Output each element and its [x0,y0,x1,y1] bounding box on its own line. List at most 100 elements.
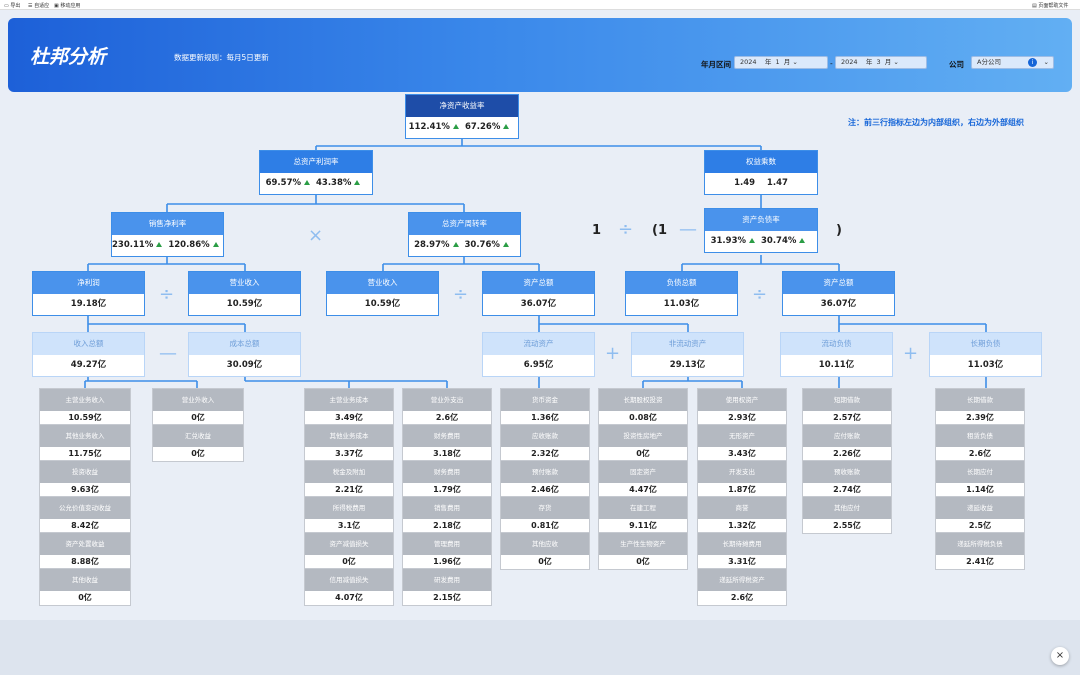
info-icon: i [1028,58,1037,67]
leaf-label: 信用减值损失 [305,569,393,591]
leaf-label: 汇兑收益 [153,425,243,447]
current-assets-box[interactable]: 流动资产 6.95亿 [482,332,595,377]
period-label: 年月区间 [701,60,731,69]
toolbar-export[interactable]: ▭ 导出 [4,3,21,9]
roe-box[interactable]: 净资产收益率 112.41% 67.26% [405,94,519,139]
leaf-value: 1.32亿 [698,519,786,533]
leaf-label: 递延所得税负债 [936,533,1024,555]
leaf-label: 生产性生物资产 [599,533,687,555]
leaf-label: 其他业务成本 [305,425,393,447]
leaf-label: 主营业务成本 [305,389,393,411]
up-arrow-icon [502,242,509,247]
equity-multiplier-box[interactable]: 权益乘数 1.49 1.47 [704,150,818,195]
leaf-label: 短期借款 [803,389,891,411]
leaf-value: 3.43亿 [698,447,786,461]
top-toolbar: ▭ 导出 ☰ 自适应 ▣ 移动应用 ▤ 页面帮助文件 [0,0,1080,10]
leaf-label: 递延所得税资产 [698,569,786,591]
total-income-box[interactable]: 收入总额 49.27亿 [32,332,145,377]
leaf-value: 2.21亿 [305,483,393,497]
start-month-select[interactable]: 2024 年 1 月 ⌄ [734,56,828,69]
total-liabilities-box[interactable]: 负债总额 11.03亿 [625,271,738,316]
close-icon[interactable]: × [1051,647,1069,665]
leaf-value: 9.63亿 [40,483,130,497]
leaf-value: 3.18亿 [403,447,491,461]
leaf-value: 0亿 [636,557,650,566]
current-liabilities-box[interactable]: 流动负债 10.11亿 [780,332,893,377]
leaf-label: 投资性房地产 [599,425,687,447]
total-assets-box[interactable]: 资产总额 36.07亿 [482,271,595,316]
chevron-down-icon: ⌄ [1043,58,1049,66]
leaf-label: 主营业务收入 [40,389,130,411]
leaf-label: 应付账款 [803,425,891,447]
up-arrow-icon [503,124,510,129]
leaf-label: 在建工程 [599,497,687,519]
long-term-liabilities-box[interactable]: 长期负债 11.03亿 [929,332,1042,377]
leaf-label: 所得税费用 [305,497,393,519]
roa-box[interactable]: 总资产利润率 69.57% 43.38% [259,150,373,195]
divide-operator: ÷ [618,219,634,240]
minus-operator: — [159,343,177,364]
range-dash: - [830,59,833,68]
cost-detail-list: 主营业务成本 3.49亿 其他业务成本 3.37亿 税金及附加 2.21亿 所得税费用 3.1… [304,388,394,606]
leaf-label: 其他应付 [803,497,891,519]
leaf-value: 1.36亿 [501,411,589,425]
leaf-label: 使用权资产 [698,389,786,411]
leaf-label: 营业外收入 [153,389,243,411]
leaf-value: 2.6亿 [936,447,1024,461]
leaf-value: 3.49亿 [305,411,393,425]
leaf-value: 3.31亿 [698,555,786,569]
long-term-liabilities-detail-list: 长期借款 2.39亿 租赁负债 2.6亿 长期应付 1.14亿 递延收益 2.5亿 递延所得税负… [935,388,1025,570]
company-select[interactable]: A分公司 i ⌄ [971,56,1054,69]
up-arrow-icon [799,238,806,243]
leaf-value: 4.47亿 [599,483,687,497]
header-banner: 杜邦分析 数据更新规则：每月5日更新 [8,18,1072,92]
leaf-value: 0亿 [599,447,687,461]
leaf-value: 2.6亿 [403,411,491,425]
total-cost-box[interactable]: 成本总额 30.09亿 [188,332,301,377]
leaf-value: 0.08亿 [599,411,687,425]
leaf-label: 货币资金 [501,389,589,411]
plus-operator: + [903,343,919,364]
toolbar-mobile[interactable]: ▣ 移动应用 [54,3,81,9]
leaf-value: 9.11亿 [599,519,687,533]
leaf-value: 2.18亿 [403,519,491,533]
non-current-assets-detail-list: 长期股权投资 0.08亿 投资性房地产 0亿 固定资产 4.47亿 在建工程 9.11亿 生产性… [598,388,688,570]
leaf-label: 资产减值损失 [305,533,393,555]
up-arrow-icon [156,242,163,247]
leaf-label: 长期股权投资 [599,389,687,411]
toolbar-help[interactable]: ▤ 页面帮助文件 [1032,3,1069,9]
page-footer [0,620,1080,675]
leaf-value: 0亿 [538,557,552,566]
revenue-box[interactable]: 营业收入 10.59亿 [188,271,301,316]
revenue-box-2[interactable]: 营业收入 10.59亿 [326,271,439,316]
debt-ratio-box[interactable]: 资产负债率 31.93% 30.74% [704,208,818,253]
mobile-icon: ▣ [54,3,61,9]
non-current-assets-box[interactable]: 非流动资产 29.13亿 [631,332,744,377]
leaf-label: 长期待摊费用 [698,533,786,555]
leaf-value: 3.37亿 [305,447,393,461]
leaf-value: 0亿 [191,449,205,458]
leaf-value: 8.88亿 [40,555,130,569]
layout-note: 注：前三行指标左边为内部组织，右边为外部组织 [848,118,1024,127]
net-profit-margin-box[interactable]: 销售净利率 230.11% 120.86% [111,212,224,257]
divide-operator: ÷ [752,284,768,305]
update-rule: 数据更新规则：每月5日更新 [174,53,269,62]
total-assets-box-2[interactable]: 资产总额 36.07亿 [782,271,895,316]
asset-turnover-box[interactable]: 总资产周转率 28.97% 30.76% [408,212,521,257]
leaf-value: 1.79亿 [403,483,491,497]
leaf-value: 2.55亿 [833,521,861,530]
end-month-select[interactable]: 2024 年 3 月 ⌄ [835,56,927,69]
formula-close-paren: ) [836,223,842,238]
leaf-value: 11.75亿 [40,447,130,461]
leaf-label: 其他收益 [40,569,130,591]
divide-operator: ÷ [453,284,469,305]
leaf-label: 管理费用 [403,533,491,555]
up-arrow-icon [304,180,310,185]
leaf-value: 2.74亿 [803,483,891,497]
net-profit-box[interactable]: 净利润 19.18亿 [32,271,145,316]
up-arrow-icon [212,242,219,247]
leaf-label: 应收账款 [501,425,589,447]
toolbar-adaptive[interactable]: ☰ 自适应 [28,3,50,9]
leaf-value: 1.14亿 [936,483,1024,497]
